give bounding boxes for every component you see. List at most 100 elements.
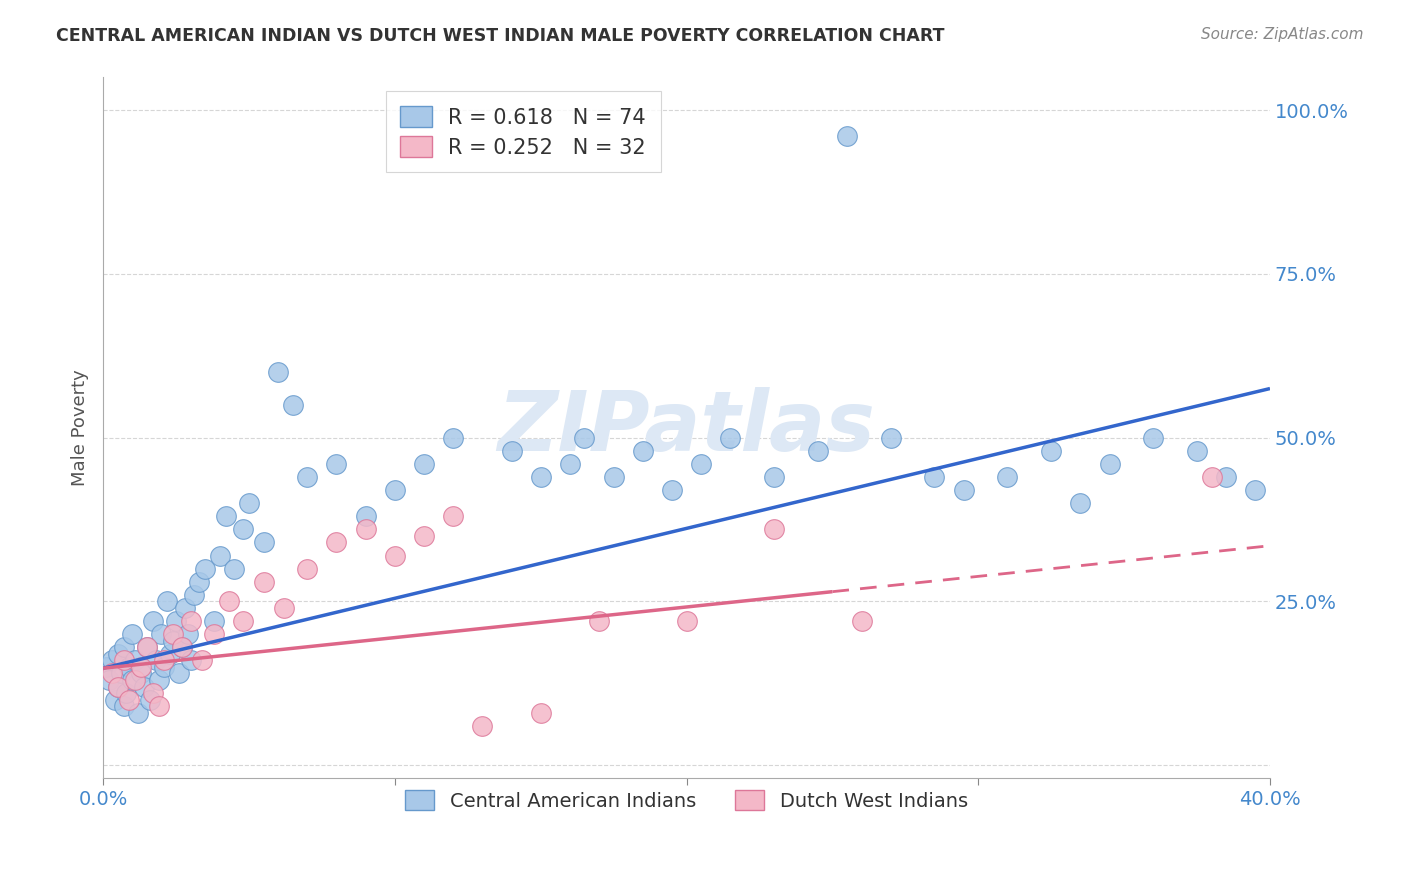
Point bbox=[1244, 483, 1267, 497]
Point bbox=[718, 431, 741, 445]
Point bbox=[354, 522, 377, 536]
Point bbox=[162, 633, 184, 648]
Point bbox=[112, 699, 135, 714]
Point bbox=[880, 431, 903, 445]
Point bbox=[107, 680, 129, 694]
Point bbox=[153, 653, 176, 667]
Point bbox=[384, 549, 406, 563]
Point bbox=[413, 457, 436, 471]
Point bbox=[354, 509, 377, 524]
Point bbox=[267, 365, 290, 379]
Text: ZIPatlas: ZIPatlas bbox=[498, 387, 876, 468]
Point bbox=[273, 601, 295, 615]
Point bbox=[574, 431, 596, 445]
Point bbox=[224, 562, 246, 576]
Point bbox=[132, 680, 155, 694]
Point bbox=[162, 627, 184, 641]
Text: CENTRAL AMERICAN INDIAN VS DUTCH WEST INDIAN MALE POVERTY CORRELATION CHART: CENTRAL AMERICAN INDIAN VS DUTCH WEST IN… bbox=[56, 27, 945, 45]
Point bbox=[112, 640, 135, 655]
Point bbox=[325, 535, 347, 549]
Point bbox=[325, 457, 347, 471]
Point bbox=[997, 470, 1019, 484]
Point bbox=[232, 522, 254, 536]
Point bbox=[124, 653, 146, 667]
Point bbox=[835, 129, 858, 144]
Point bbox=[218, 594, 240, 608]
Point bbox=[127, 706, 149, 720]
Point bbox=[135, 640, 157, 655]
Point bbox=[441, 431, 464, 445]
Y-axis label: Male Poverty: Male Poverty bbox=[72, 369, 89, 486]
Point bbox=[139, 692, 162, 706]
Point bbox=[148, 699, 170, 714]
Point bbox=[112, 653, 135, 667]
Point bbox=[441, 509, 464, 524]
Point bbox=[129, 666, 152, 681]
Point bbox=[156, 594, 179, 608]
Point bbox=[661, 483, 683, 497]
Point bbox=[121, 673, 143, 687]
Point bbox=[690, 457, 713, 471]
Point bbox=[413, 529, 436, 543]
Point bbox=[121, 627, 143, 641]
Point bbox=[588, 614, 610, 628]
Point bbox=[232, 614, 254, 628]
Point bbox=[208, 549, 231, 563]
Point bbox=[148, 673, 170, 687]
Point bbox=[202, 627, 225, 641]
Point bbox=[202, 614, 225, 628]
Point bbox=[183, 588, 205, 602]
Point bbox=[191, 653, 214, 667]
Point bbox=[118, 692, 141, 706]
Point bbox=[214, 509, 236, 524]
Point bbox=[631, 443, 654, 458]
Point bbox=[530, 706, 553, 720]
Point bbox=[1098, 457, 1121, 471]
Point bbox=[177, 627, 200, 641]
Point bbox=[170, 640, 193, 655]
Point bbox=[602, 470, 624, 484]
Point bbox=[188, 574, 211, 589]
Point bbox=[238, 496, 260, 510]
Point bbox=[107, 680, 129, 694]
Point bbox=[97, 673, 120, 687]
Point bbox=[471, 719, 494, 733]
Point bbox=[142, 686, 165, 700]
Point bbox=[173, 601, 195, 615]
Point bbox=[129, 660, 152, 674]
Point bbox=[281, 398, 304, 412]
Text: Source: ZipAtlas.com: Source: ZipAtlas.com bbox=[1201, 27, 1364, 42]
Point bbox=[252, 574, 274, 589]
Point bbox=[1040, 443, 1063, 458]
Point bbox=[501, 443, 523, 458]
Point bbox=[101, 653, 124, 667]
Point bbox=[118, 660, 141, 674]
Point bbox=[1069, 496, 1091, 510]
Point bbox=[675, 614, 697, 628]
Point bbox=[1142, 431, 1164, 445]
Point bbox=[104, 692, 127, 706]
Point bbox=[180, 614, 202, 628]
Point bbox=[101, 666, 124, 681]
Point bbox=[145, 653, 167, 667]
Point bbox=[297, 562, 319, 576]
Point bbox=[763, 470, 786, 484]
Point bbox=[252, 535, 274, 549]
Point bbox=[150, 627, 173, 641]
Point bbox=[180, 653, 202, 667]
Point bbox=[135, 640, 157, 655]
Point bbox=[170, 640, 193, 655]
Point bbox=[924, 470, 946, 484]
Point bbox=[530, 470, 553, 484]
Point bbox=[194, 562, 217, 576]
Point bbox=[384, 483, 406, 497]
Point bbox=[1185, 443, 1208, 458]
Point bbox=[165, 614, 187, 628]
Point bbox=[558, 457, 581, 471]
Point bbox=[110, 666, 132, 681]
Point bbox=[167, 666, 190, 681]
Point bbox=[94, 660, 117, 674]
Point bbox=[297, 470, 319, 484]
Legend: Central American Indians, Dutch West Indians: Central American Indians, Dutch West Ind… bbox=[392, 777, 981, 824]
Point bbox=[124, 673, 146, 687]
